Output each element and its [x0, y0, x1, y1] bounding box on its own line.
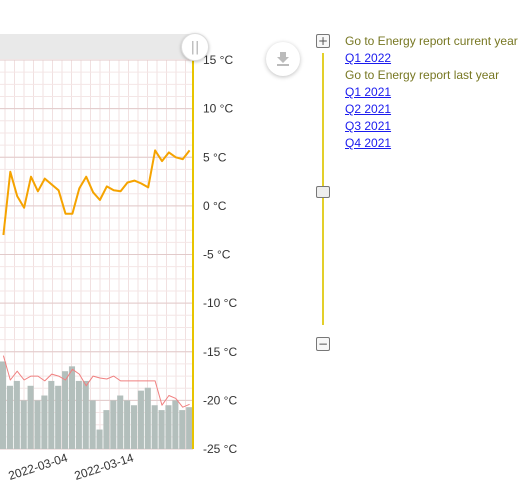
- bar: [179, 410, 186, 449]
- bar: [48, 380, 55, 449]
- x-tick-label: 2022-03-14: [73, 450, 136, 482]
- current-year-heading: Go to Energy report current year: [345, 34, 518, 48]
- zoom-slider-thumb[interactable]: [316, 186, 330, 198]
- bar: [41, 395, 48, 449]
- navigator-handle[interactable]: ||: [181, 33, 209, 61]
- bar: [55, 385, 62, 449]
- download-icon: [277, 52, 289, 66]
- series-line: [2, 149, 191, 236]
- y-tick-label: -20 °C: [203, 393, 237, 407]
- zoom-out-button[interactable]: −: [316, 337, 330, 351]
- bar: [103, 410, 110, 449]
- line-series: [2, 149, 191, 408]
- report-links: Go to Energy report current year Q1 2022…: [345, 33, 518, 152]
- bar: [6, 385, 13, 449]
- bar: [0, 361, 7, 449]
- temperature-chart: 15 °C 10 °C 5 °C 0 °C -5 °C -10 °C -15 °C -20 °…: [0, 34, 237, 483]
- navigator-handle-grip: ||: [190, 39, 200, 55]
- bar: [144, 387, 151, 449]
- bar: [13, 380, 20, 449]
- link-q1-2022[interactable]: Q1 2022: [345, 51, 392, 65]
- link-q2-2021[interactable]: Q2 2021: [345, 102, 392, 116]
- bar: [96, 429, 103, 449]
- bar: [34, 400, 41, 449]
- y-tick-label: -25 °C: [203, 442, 237, 456]
- bar: [117, 395, 124, 449]
- bar: [124, 400, 131, 449]
- y-tick-label: 5 °C: [203, 150, 227, 164]
- bar: [110, 400, 117, 449]
- bar: [68, 366, 76, 449]
- bar: [130, 405, 138, 449]
- y-tick-label: 15 °C: [203, 53, 233, 67]
- bar: [172, 400, 179, 449]
- bar: [75, 380, 82, 449]
- last-year-heading: Go to Energy report last year: [345, 68, 500, 82]
- series-line: [2, 355, 190, 408]
- bar: [165, 405, 172, 449]
- bar: [186, 407, 193, 449]
- y-tick-label: 10 °C: [203, 102, 233, 116]
- y-axis-labels: 15 °C 10 °C 5 °C 0 °C -5 °C -10 °C -15 °C -20 °…: [203, 53, 237, 456]
- bar-series: [0, 361, 193, 449]
- link-q1-2021[interactable]: Q1 2021: [345, 85, 392, 99]
- bar: [82, 380, 89, 449]
- bar: [27, 385, 34, 449]
- link-q3-2021[interactable]: Q3 2021: [345, 119, 392, 133]
- y-tick-label: -5 °C: [203, 248, 231, 262]
- bar: [137, 390, 144, 449]
- x-tick-label: 2022-03-04: [7, 450, 70, 482]
- y-tick-label: -10 °C: [203, 296, 237, 310]
- bar: [151, 405, 158, 449]
- bar: [62, 371, 69, 449]
- link-q4-2021[interactable]: Q4 2021: [345, 136, 392, 150]
- bar: [20, 400, 27, 449]
- zoom-in-button[interactable]: +: [316, 34, 330, 48]
- y-tick-label: -15 °C: [203, 345, 237, 359]
- download-button[interactable]: [266, 42, 300, 76]
- bar: [89, 400, 96, 449]
- navigator-bar[interactable]: [0, 34, 194, 59]
- y-tick-label: 0 °C: [203, 199, 227, 213]
- bar: [158, 410, 165, 449]
